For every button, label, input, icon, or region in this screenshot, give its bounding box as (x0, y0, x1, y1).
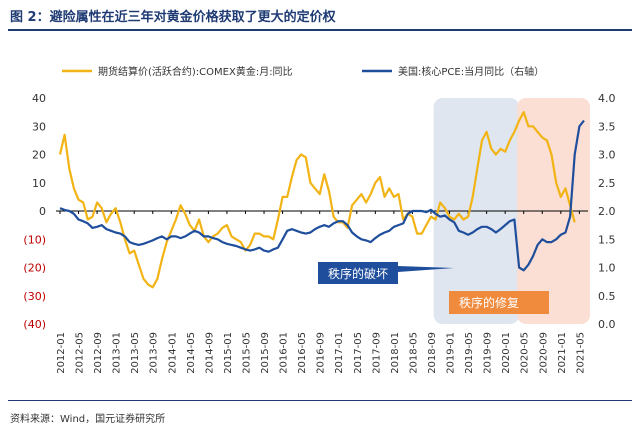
x-tick-label: 2013-09 (149, 332, 160, 374)
x-tick-label: 2018-09 (427, 332, 438, 374)
y-left-tick-label: (10) (23, 233, 46, 246)
legend: 期货结算价(活跃合约):COMEX黄金:月:同比 美国:核心PCE:当月同比（右轴… (62, 65, 544, 78)
y-right-tick-label: 3.0 (598, 149, 616, 162)
x-tick-label: 2017-05 (353, 332, 364, 374)
y-left-tick-label: 0 (39, 205, 46, 218)
y-left-tick-label: 40 (32, 92, 46, 105)
x-tick-label: 2013-05 (130, 332, 141, 374)
x-tick-label: 2012-01 (56, 332, 67, 374)
annotation-label: 秩序的破坏 (328, 266, 388, 281)
x-tick-label: 2018-05 (408, 332, 419, 374)
y-left-tick-label: 10 (32, 177, 46, 190)
y-right-tick-label: 0.0 (598, 318, 616, 331)
y-left-tick-label: (40) (23, 318, 46, 331)
x-tick-label: 2016-05 (297, 332, 308, 374)
x-tick-label: 2019-09 (483, 332, 494, 374)
x-tick-label: 2019-05 (464, 332, 475, 374)
x-tick-label: 2015-05 (241, 332, 252, 374)
y-left-tick-label: 30 (32, 120, 46, 133)
gold-futures-yoy-line (58, 111, 576, 289)
annotation-box (318, 262, 454, 284)
x-tick-label: 2020-01 (501, 332, 512, 374)
x-tick-label: 2013-01 (112, 332, 123, 374)
x-tick-label: 2014-01 (167, 332, 178, 374)
x-tick-label: 2020-09 (538, 332, 549, 374)
x-tick-label: 2014-09 (204, 332, 215, 374)
y-left-tick-label: (30) (23, 290, 46, 303)
x-tick-label: 2012-05 (75, 332, 86, 374)
axes: 40 30 20 10 0 (10) (20) (30) (40) 4.0 3.5 3.0 2.5 2.0… (23, 92, 615, 374)
x-tick-label: 2021-01 (557, 332, 568, 374)
core-pce-yoy-line (59, 119, 585, 272)
x-tick-label: 2018-01 (390, 332, 401, 374)
x-tick-label: 2016-09 (316, 332, 327, 374)
y-right-tick-label: 3.5 (598, 120, 616, 133)
source-note: 资料来源：Wind，国元证券研究所 (10, 414, 166, 425)
y-right-tick-label: 4.0 (598, 92, 616, 105)
y-right-tick-label: 0.5 (598, 290, 616, 303)
series-lines (58, 111, 585, 289)
title-divider (8, 29, 632, 31)
y-left-tick-label: (20) (23, 262, 46, 275)
source-divider (8, 400, 632, 401)
y-left-tick-label: 20 (32, 149, 46, 162)
x-tick-label: 2017-01 (334, 332, 345, 374)
x-tick-label: 2019-01 (446, 332, 457, 374)
x-tick-label: 2017-09 (371, 332, 382, 374)
chart-title: 图 2：避险属性在近三年对黄金价格获取了更大的定价权 (10, 10, 336, 25)
x-tick-label: 2014-05 (186, 332, 197, 374)
y-right-tick-label: 2.0 (598, 205, 616, 218)
x-tick-label: 2021-05 (575, 332, 586, 374)
legend-label: 美国:核心PCE:当月同比（右轴） (398, 65, 544, 78)
annotation-box (449, 291, 549, 314)
x-tick-label: 2016-01 (279, 332, 290, 374)
x-tick-label: 2012-09 (93, 332, 104, 374)
legend-label: 期货结算价(活跃合约):COMEX黄金:月:同比 (98, 65, 293, 78)
y-right-tick-label: 2.5 (598, 177, 616, 190)
x-tick-label: 2015-01 (223, 332, 234, 374)
y-right-tick-label: 1.0 (598, 262, 616, 275)
x-tick-label: 2020-05 (520, 332, 531, 374)
x-tick-label: 2015-09 (260, 332, 271, 374)
annotation-label: 秩序的修复 (459, 295, 519, 310)
chart: 40 30 20 10 0 (10) (20) (30) (40) 4.0 3.5 3.0 2.5 2.0… (23, 65, 615, 374)
y-right-tick-label: 1.5 (598, 233, 616, 246)
